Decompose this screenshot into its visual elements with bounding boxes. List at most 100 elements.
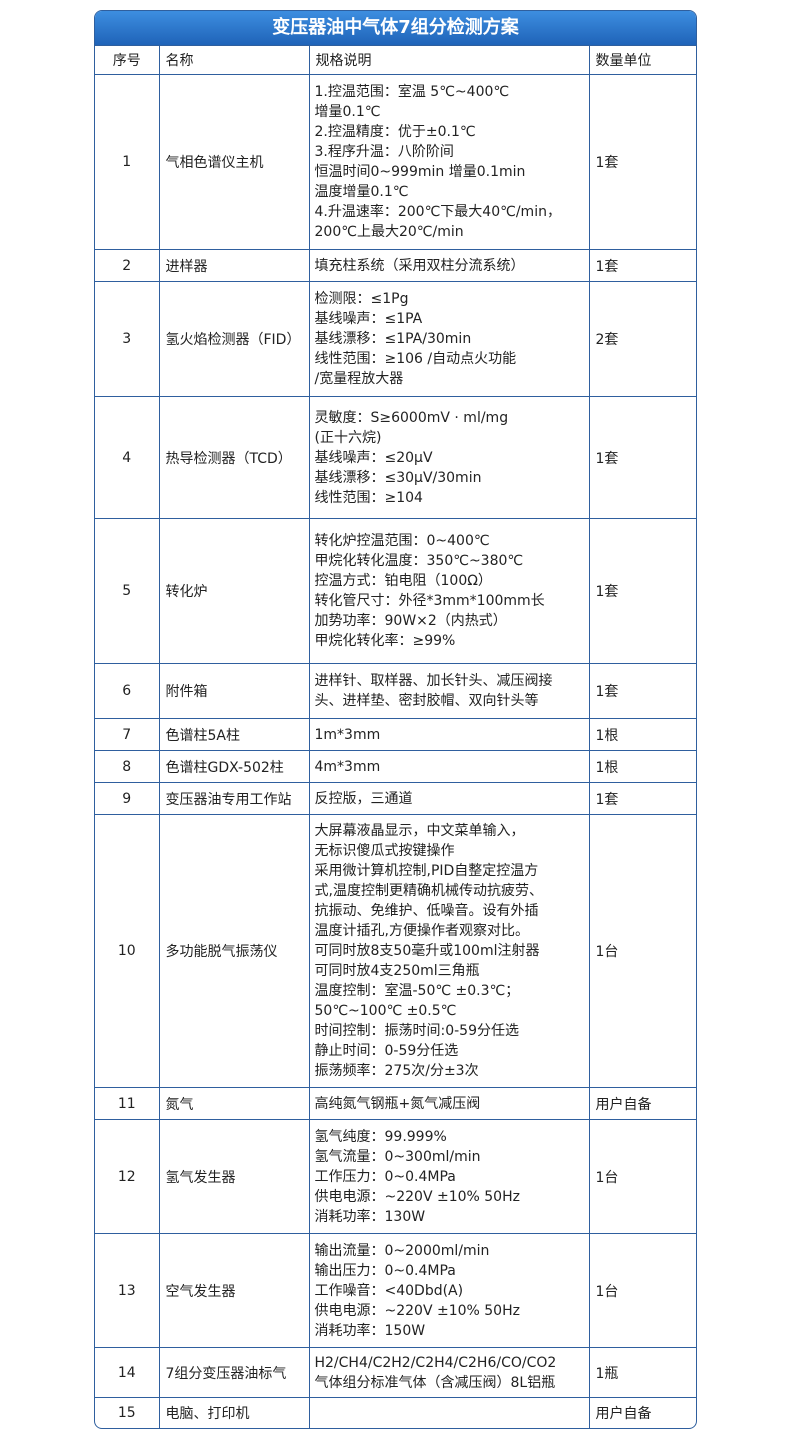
row-number: 5 [95, 518, 160, 664]
spec-line: 供电电源：~220V ±10% 50Hz [314, 1302, 520, 1319]
spec-cell: 进样针、取样器、加长针头、减压阀接 头、进样垫、密封胶帽、双向针头等 [308, 663, 590, 719]
spec-line: 式,温度控制更精确机械传动抗疲劳、 [314, 883, 543, 899]
quantity: 1台 [588, 1233, 696, 1348]
spec-cell: 1m*3mm [308, 718, 590, 751]
spec-line: 转化管尺寸：外径*3mm*100mm长 [314, 593, 545, 609]
quantity: 1套 [588, 518, 696, 664]
item-name: 7组分变压器油标气 [158, 1347, 310, 1398]
item-name: 附件箱 [158, 663, 310, 719]
header-row: 序号 名称 规格说明 数量单位 [95, 45, 696, 75]
spec-line: 温度控制：室温-50℃ ±0.3℃； [314, 983, 520, 999]
table-row: 9 变压器油专用工作站 反控版，三通道 1套 [95, 782, 696, 815]
row-number: 2 [95, 249, 160, 282]
table-row: 6 附件箱 进样针、取样器、加长针头、减压阀接 头、进样垫、密封胶帽、双向针头等 1套 [95, 663, 696, 719]
spec-line: 基线漂移：≤30μV/30min [314, 469, 482, 486]
spec-line: 消耗功率：150W [314, 1322, 426, 1339]
spec-cell: 输出流量：0~2000ml/min 输出压力：0~0.4MPa 工作噪音：<40Db… [308, 1233, 590, 1348]
item-name: 转化炉 [158, 518, 310, 664]
quantity: 1套 [588, 396, 696, 519]
quantity: 1套 [588, 663, 696, 719]
spec-line: 采用微计算机控制,PID自整定控温方 [314, 863, 539, 879]
spec-line: 抗振动、免维护、低噪音。设有外插 [314, 903, 539, 919]
spec-line: 增量0.1℃ [314, 104, 381, 120]
spec-line: 头、进样垫、密封胶帽、双向针头等 [314, 693, 539, 709]
quantity: 1根 [588, 718, 696, 751]
row-number: 9 [95, 782, 160, 815]
spec-line: 温度计插孔,方便操作者观察对比。 [314, 923, 529, 939]
quantity: 用户自备 [588, 1397, 696, 1428]
item-name: 变压器油专用工作站 [158, 782, 310, 815]
spec-line: 控温方式：铂电阻（100Ω） [314, 573, 492, 589]
table-row: 7 色谱柱5A柱 1m*3mm 1根 [95, 718, 696, 751]
spec-line: 工作噪音：<40Dbd(A) [314, 1282, 464, 1299]
spec-line: 基线噪声：≤20μV [314, 449, 433, 466]
spec-line: 无标识傻瓜式按键操作 [314, 843, 455, 859]
row-number: 14 [95, 1347, 160, 1398]
row-number: 6 [95, 663, 160, 719]
spec-line: 检测限：≤1Pg [314, 291, 409, 307]
row-number: 3 [95, 281, 160, 397]
spec-cell: 大屏幕液晶显示，中文菜单输入， 无标识傻瓜式按键操作 采用微计算机控制,PID自整定… [308, 814, 590, 1088]
row-number: 11 [95, 1087, 160, 1120]
spec-line: 200℃上最大20℃/min [314, 224, 464, 240]
spec-line: 甲烷化转化温度：350℃~380℃ [314, 553, 524, 569]
row-number: 1 [95, 74, 160, 250]
table-row: 11 氮气 高纯氮气钢瓶+氮气减压阀 用户自备 [95, 1087, 696, 1120]
column-header: 数量单位 [588, 45, 696, 75]
row-number: 7 [95, 718, 160, 751]
spec-line: 输出流量：0~2000ml/min [314, 1242, 490, 1259]
item-name: 氮气 [158, 1087, 310, 1120]
spec-line: 工作压力：0~0.4MPa [314, 1168, 456, 1185]
spec-line: H2/CH4/C2H2/C2H4/C2H6/CO/CO2 [314, 1354, 557, 1371]
spec-line: 进样针、取样器、加长针头、减压阀接 [314, 673, 553, 689]
spec-cell: 高纯氮气钢瓶+氮气减压阀 [308, 1087, 590, 1120]
table-row: 1 气相色谱仪主机 1.控温范围：室温 5℃~400℃ 增量0.1℃ 2.控温精度：优于… [95, 74, 696, 250]
spec-line: 供电电源：~220V ±10% 50Hz [314, 1188, 520, 1205]
quantity: 2套 [588, 281, 696, 397]
spec-cell [308, 1397, 590, 1428]
item-name: 气相色谱仪主机 [158, 74, 310, 250]
table-row: 13 空气发生器 输出流量：0~2000ml/min 输出压力：0~0.4MPa 工作噪… [95, 1233, 696, 1348]
quantity: 用户自备 [588, 1087, 696, 1120]
row-number: 8 [95, 750, 160, 783]
spec-line: 4m*3mm [314, 758, 381, 775]
spec-line: 1.控温范围：室温 5℃~400℃ [314, 84, 510, 100]
spec-line: 可同时放4支250ml三角瓶 [314, 963, 480, 979]
spec-line: 转化炉控温范围：0~400℃ [314, 533, 490, 549]
spec-line: 2.控温精度：优于±0.1℃ [314, 124, 476, 140]
row-number: 4 [95, 396, 160, 519]
spec-cell: H2/CH4/C2H2/C2H4/C2H6/CO/CO2 气体组分标准气体（含减压… [308, 1347, 590, 1398]
row-number: 15 [95, 1397, 160, 1428]
spec-cell: 反控版，三通道 [308, 782, 590, 815]
spec-line: 50℃~100℃ ±0.5℃ [314, 1003, 457, 1019]
quantity: 1套 [588, 782, 696, 815]
item-name: 色谱柱5A柱 [158, 718, 310, 751]
item-name: 空气发生器 [158, 1233, 310, 1348]
table: 序号 名称 规格说明 数量单位 1 气相色谱仪主机 1.控温范围：室温 5℃~400℃ 增量… [95, 45, 696, 1428]
column-header: 序号 [95, 45, 160, 75]
table-title: 变压器油中气体7组分检测方案 [95, 11, 696, 45]
spec-line: 1m*3mm [314, 726, 381, 743]
spec-line: 静止时间：0-59分任选 [314, 1043, 459, 1059]
row-number: 10 [95, 814, 160, 1088]
spec-line: 甲烷化转化率：≥99% [314, 633, 456, 649]
spec-line: 恒温时间0~999min 增量0.1min [314, 164, 526, 180]
spec-line: (正十六烷) [314, 429, 382, 446]
spec-line: 基线噪声：≤1PA [314, 311, 423, 327]
quantity: 1根 [588, 750, 696, 783]
item-name: 氢气发生器 [158, 1119, 310, 1234]
row-number: 12 [95, 1119, 160, 1234]
scheme-table: 变压器油中气体7组分检测方案 序号 名称 规格说明 数量单位 1 气相色谱仪主机 1.控温… [94, 10, 697, 1429]
spec-cell: 填充柱系统（采用双柱分流系统） [308, 249, 590, 282]
spec-line: 灵敏度：S≥6000mV · ml/mg [314, 409, 509, 426]
quantity: 1瓶 [588, 1347, 696, 1398]
spec-line: 4.升温速率：200℃下最大40℃/min， [314, 204, 561, 220]
item-name: 氢火焰检测器（FID） [158, 281, 310, 397]
spec-line: 氢气流量：0~300ml/min [314, 1148, 481, 1165]
spec-cell: 灵敏度：S≥6000mV · ml/mg (正十六烷) 基线噪声：≤20μV 基线漂移… [308, 396, 590, 519]
spec-line: 输出压力：0~0.4MPa [314, 1262, 456, 1279]
spec-cell: 检测限：≤1Pg 基线噪声：≤1PA 基线漂移：≤1PA/30min 线性范围：≥10… [308, 281, 590, 397]
spec-line: 线性范围：≥104 [314, 489, 423, 506]
item-name: 电脑、打印机 [158, 1397, 310, 1428]
spec-cell: 4m*3mm [308, 750, 590, 783]
